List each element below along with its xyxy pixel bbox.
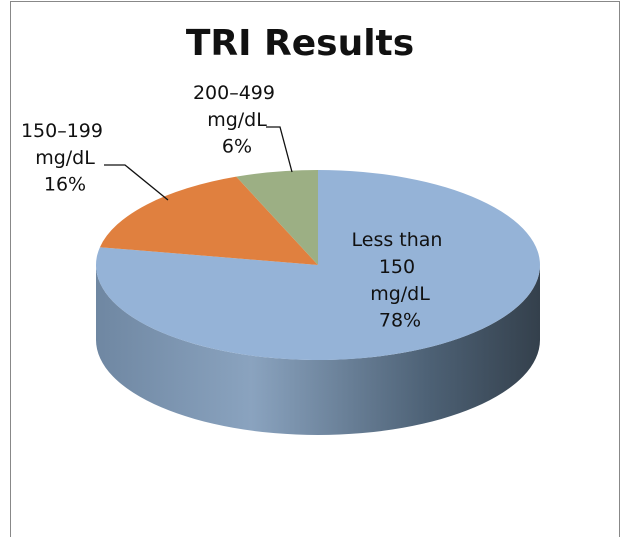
leader-line <box>266 126 293 173</box>
slice-side <box>96 265 540 435</box>
label-line: 150 <box>379 256 421 278</box>
label-line: 150–199 <box>21 120 109 142</box>
value-label: 16% <box>44 174 86 196</box>
label-line: mg/dL <box>370 283 430 305</box>
label-line: 200–499 <box>193 82 281 104</box>
slice-label: 150–199 mg/dL <box>21 120 109 169</box>
chart-title: TRI Results <box>186 23 414 64</box>
label-line: mg/dL <box>35 147 95 169</box>
slice <box>236 170 318 265</box>
label-line: mg/dL <box>207 109 267 131</box>
value-label: 78% <box>379 310 421 332</box>
leader-line <box>104 164 169 201</box>
value-label: 6% <box>222 136 252 158</box>
label-line: Less than <box>352 229 449 251</box>
slice-label: Less than 150 mg/dL <box>352 229 449 305</box>
slice <box>99 176 319 265</box>
slice-label: 200–499 mg/dL <box>193 82 281 131</box>
